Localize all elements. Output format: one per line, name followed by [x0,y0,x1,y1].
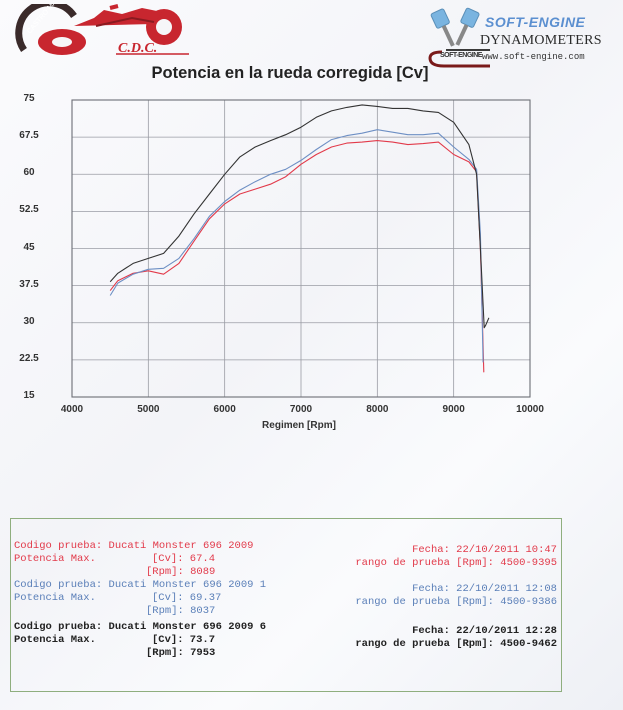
max-power-rpm: [Rpm]: 7953 [146,647,216,659]
series-line-3 [109,104,490,329]
brand-name: SOFT-ENGINE [485,14,586,30]
test-date: Fecha: 22/10/2011 12:08 [412,583,557,595]
y-tick-label: 67.5 [19,130,39,142]
power-curve-plot [71,99,531,398]
test-code: Codigo prueba: Ducati Monster 696 2009 [14,540,254,552]
test-date: Fecha: 22/10/2011 12:28 [412,625,557,637]
x-tick-label: 6000 [213,404,236,415]
max-power-cv: [Cv]: 73.7 [152,634,216,646]
y-tick-label: 60 [23,167,35,179]
motorcycle-logo-icon: CASTRO MAROTO, S.L. C.D.C. [15,4,189,56]
y-tick-label: 15 [23,390,35,401]
test-code: Codigo prueba: Ducati Monster 696 2009 6 [14,621,267,633]
max-power-label: Potencia Max. [14,634,96,646]
test-date: Fecha: 22/10/2011 10:47 [412,544,557,556]
max-power-label: Potencia Max. [14,553,96,565]
max-power-label: Potencia Max. [14,592,96,604]
brand-small-mark: SOFT-ENGINE [440,52,482,59]
logo-initials: C.D.C. [118,41,157,56]
x-axis-label: Regimen [Rpm] [262,420,336,431]
test-info-box [10,518,562,692]
plot-frame [71,99,531,398]
x-tick-label: 8000 [366,404,389,415]
x-tick-label: 10000 [516,404,544,415]
x-tick-label: 7000 [289,404,313,415]
x-tick-label: 5000 [137,404,160,415]
y-tick-label: 22.5 [19,352,39,364]
series-line-1 [109,140,485,373]
brand-url: www.soft-engine.com [482,52,585,62]
chart-title: Potencia en la rueda corregida [Cv] [151,64,429,82]
pistons-logo-icon [428,7,490,68]
y-tick-label: 52.5 [19,204,39,216]
x-tick-label: 9000 [442,404,465,415]
max-power-rpm: [Rpm]: 8089 [146,566,216,578]
max-power-cv: [Cv]: 69.37 [152,592,222,604]
max-power-rpm: [Rpm]: 8037 [146,605,216,617]
y-tick-label: 37.5 [19,278,39,290]
brand-subtitle: DYNAMOMETERS [480,33,602,48]
y-tick-label: 30 [23,315,35,327]
test-code: Codigo prueba: Ducati Monster 696 2009 1 [14,579,267,591]
test-rpm-range: rango de prueba [Rpm]: 4500-9462 [355,638,557,650]
y-tick-label: 45 [23,241,35,253]
x-tick-label: 4000 [60,404,84,415]
test-rpm-range: rango de prueba [Rpm]: 4500-9386 [355,596,557,608]
series-line-2 [109,129,484,363]
y-tick-label: 75 [23,93,35,104]
max-power-cv: [Cv]: 67.4 [152,553,216,565]
test-rpm-range: rango de prueba [Rpm]: 4500-9395 [355,557,557,569]
